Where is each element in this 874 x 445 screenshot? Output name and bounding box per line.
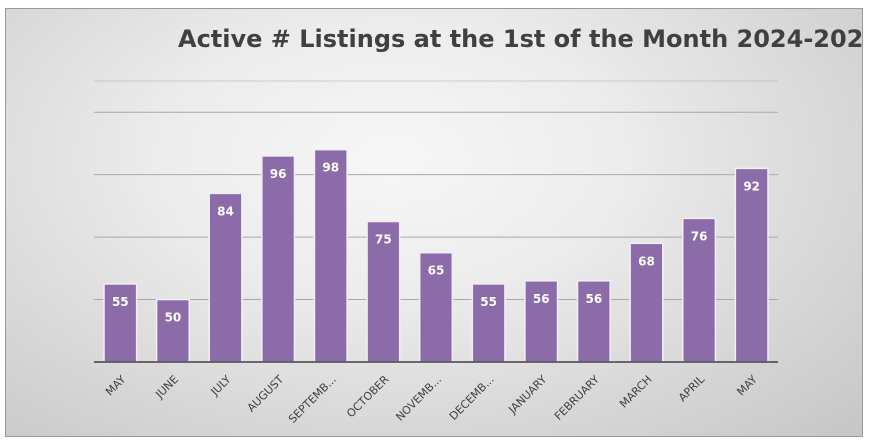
x-tick-label: MARCH bbox=[617, 373, 655, 411]
x-tick-label: NOVEMB... bbox=[393, 373, 444, 424]
bar-chart-plot: 55 50 84 96 98 75 65 55 56 56 68 76 92 MAY JUNE JULY AU… bbox=[94, 80, 778, 426]
bar-data-label: 98 bbox=[322, 161, 339, 175]
bars bbox=[103, 148, 769, 363]
chart-area: Active # Listings at the 1st of the Mont… bbox=[5, 8, 863, 437]
x-tick-label: DECEMB... bbox=[447, 373, 497, 423]
bar bbox=[734, 167, 769, 363]
bar bbox=[313, 148, 348, 363]
bar bbox=[261, 155, 296, 363]
x-tick-label: MAY bbox=[734, 373, 760, 399]
bar-data-label: 50 bbox=[165, 311, 182, 325]
bar-data-label: 96 bbox=[270, 167, 287, 181]
x-tick-label: JANUARY bbox=[505, 373, 549, 417]
bar-data-label: 65 bbox=[428, 264, 445, 278]
x-tick-label: SEPTEMB... bbox=[286, 373, 339, 426]
bar bbox=[471, 283, 506, 363]
bar-data-label: 84 bbox=[217, 204, 234, 218]
x-tick-label: JULY bbox=[208, 373, 234, 399]
bar bbox=[682, 217, 717, 363]
bar-data-label: 56 bbox=[585, 292, 602, 306]
bar bbox=[418, 251, 454, 363]
x-tick-label: FEBRUARY bbox=[552, 373, 602, 423]
x-tick-label: OCTOBER bbox=[344, 373, 392, 421]
bar-data-label: 76 bbox=[691, 229, 708, 243]
x-tick-label: AUGUST bbox=[245, 373, 287, 415]
bar-data-label: 55 bbox=[112, 295, 129, 309]
x-tick-label: APRIL bbox=[676, 372, 708, 404]
bar-data-label: 92 bbox=[743, 179, 760, 193]
data-labels: 55 50 84 96 98 75 65 55 56 56 68 76 92 bbox=[112, 161, 760, 325]
gridlines bbox=[94, 80, 778, 301]
bar bbox=[629, 242, 664, 363]
x-tick-label: MAY bbox=[103, 373, 129, 399]
bar bbox=[208, 192, 243, 363]
bar-data-label: 56 bbox=[533, 292, 550, 306]
bar-data-label: 75 bbox=[375, 233, 392, 247]
x-tick-label: JUNE bbox=[152, 373, 181, 402]
bar-data-label: 55 bbox=[480, 295, 497, 309]
bar bbox=[576, 280, 611, 363]
bar bbox=[155, 298, 190, 363]
bar-data-label: 68 bbox=[638, 254, 655, 268]
x-tick-labels: MAY JUNE JULY AUGUST SEPTEMB... OCTOBER NOVEMB… bbox=[103, 372, 760, 425]
chart-title: Active # Listings at the 1st of the Mont… bbox=[178, 25, 863, 53]
bar bbox=[103, 283, 138, 363]
